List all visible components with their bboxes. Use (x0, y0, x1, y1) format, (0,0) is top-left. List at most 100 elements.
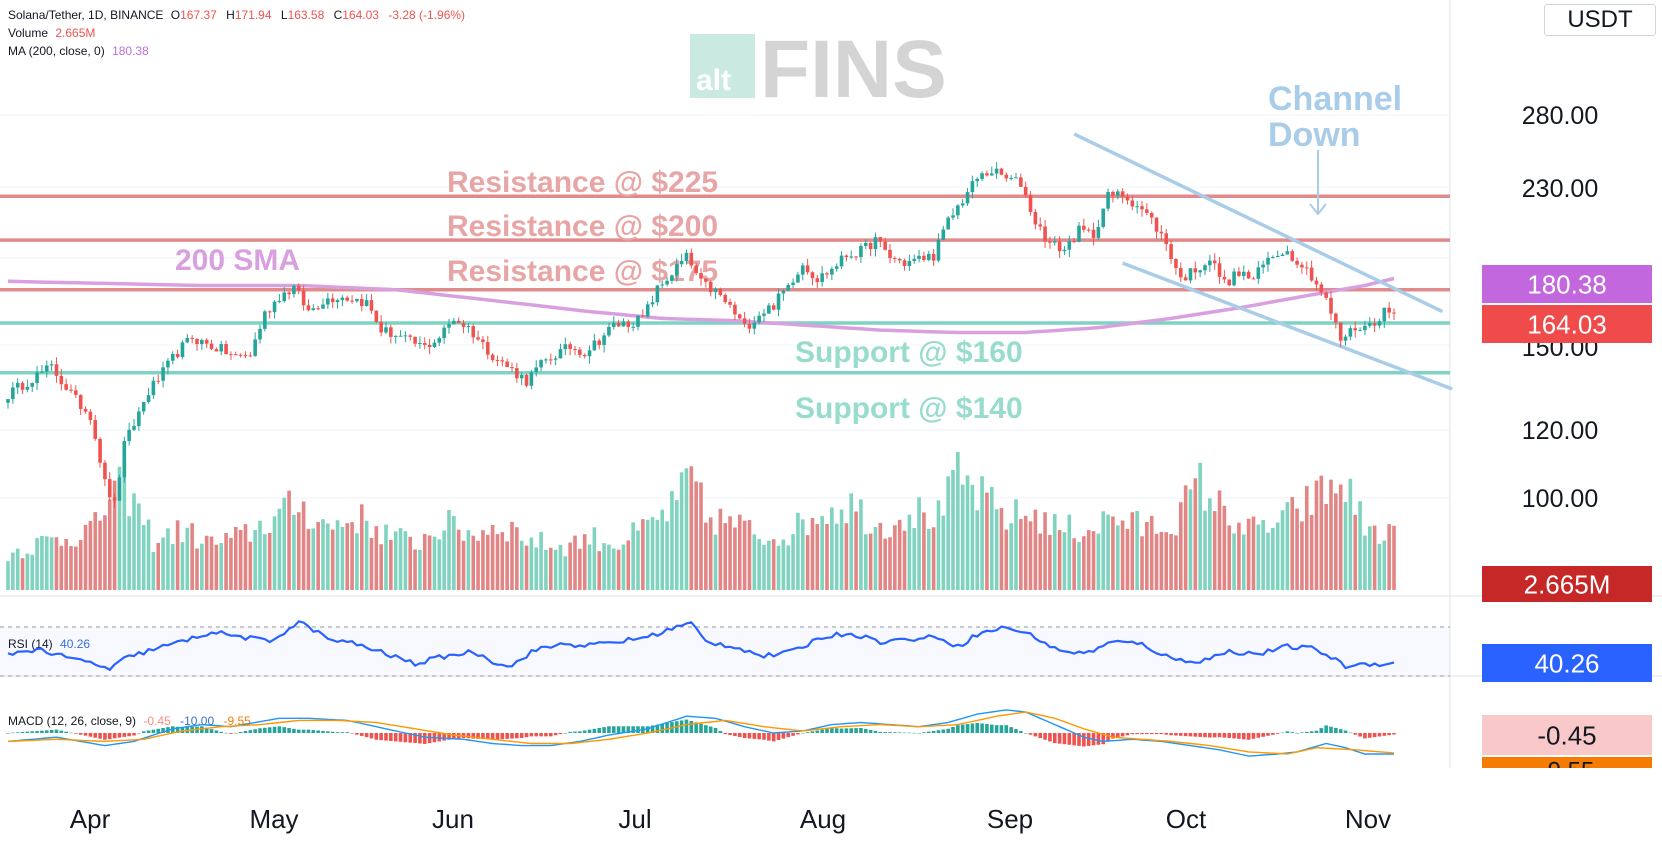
volume-bar (689, 466, 694, 590)
rsi-last-badge (1482, 644, 1652, 682)
volume-bar (398, 528, 403, 590)
candle-body (689, 252, 694, 266)
volume-bar (621, 544, 626, 590)
macd-histogram-bar (345, 732, 350, 733)
candle-body (810, 272, 815, 279)
candle-body (800, 265, 805, 275)
volume-bar (718, 508, 723, 590)
macd-histogram-bar (573, 731, 577, 733)
volume-bar (989, 486, 994, 590)
macd-histogram-bar (117, 733, 122, 738)
volume-bar (340, 526, 345, 590)
macd-histogram-bar (1319, 728, 1324, 733)
candle-body (1072, 241, 1076, 243)
candle-body (1367, 323, 1372, 326)
volume-bar (883, 538, 887, 590)
watermark-big-text: FINS (760, 24, 947, 115)
ma-value: 180.38 (112, 44, 149, 58)
candle-body (500, 360, 505, 362)
candle-body (340, 297, 345, 301)
candle-body (292, 285, 296, 295)
candle-body (64, 384, 68, 390)
ma-label: MA (200, close, 0) (8, 44, 105, 58)
sma-200 (7, 276, 1395, 335)
volume-bar (282, 497, 287, 590)
volume-bar (64, 538, 68, 590)
macd-histogram-bar (1280, 732, 1285, 734)
time-label: Apr (70, 804, 111, 834)
volume-bar (185, 527, 190, 590)
volume-value: 2.665M (55, 26, 96, 40)
candle-body (437, 338, 442, 343)
candle-body (607, 326, 611, 336)
macd-histogram-bar (466, 733, 471, 739)
candle-body (359, 298, 364, 306)
macd-histogram-bar (578, 731, 582, 733)
volume-bar (694, 481, 698, 590)
candle-body (951, 215, 955, 218)
currency-unit-button[interactable]: USDT (1544, 4, 1656, 36)
candle-body (960, 203, 965, 206)
macd-histogram-bar (306, 729, 311, 733)
volume-bar (326, 523, 330, 590)
volume-bar (214, 544, 219, 590)
candle-body (389, 327, 393, 337)
candles (6, 162, 1396, 508)
volume-bar (752, 534, 757, 590)
macd-histogram-bar (1023, 733, 1028, 734)
candle-body (1382, 307, 1387, 322)
macd-histogram-bar (1183, 733, 1188, 737)
macd-histogram-bar (471, 733, 476, 739)
volume-bar (1348, 478, 1353, 590)
macd-histogram-bar (374, 733, 379, 740)
candle-body (1353, 328, 1358, 331)
macd-histogram-bar (868, 729, 873, 733)
volume-bar (1154, 533, 1159, 590)
levels: Resistance @ $225 Resistance @ $200 Resist… (0, 166, 1450, 425)
macd-histogram-bar (956, 725, 960, 733)
candle-body (975, 178, 980, 182)
price-tick-label: 120.00 (1522, 417, 1598, 445)
candle-body (1033, 211, 1038, 225)
volume-bar (476, 540, 480, 590)
volume-bar (1266, 532, 1270, 590)
volume-bar (40, 536, 44, 590)
volume-bar (960, 484, 965, 590)
macd-histogram-bar (253, 729, 257, 733)
macd-histogram-bar (737, 733, 742, 738)
volume-bar (311, 528, 316, 590)
candle-body (1154, 217, 1159, 232)
candle-body (141, 402, 146, 412)
volume-bar (946, 476, 950, 590)
volume-bar (1295, 508, 1299, 590)
candle-body (74, 390, 78, 395)
macd-histogram-bar (1140, 733, 1144, 735)
volume-bar (757, 538, 761, 590)
volume-bar (956, 452, 960, 590)
macd-histogram-bar (1377, 733, 1382, 737)
macd-histogram-bar (917, 733, 921, 734)
channel-annotation-label: Channel (1268, 80, 1402, 118)
volume-bar (641, 519, 645, 590)
macd-histogram-bar (83, 733, 88, 736)
volume-bar (713, 534, 718, 590)
macd-histogram-bar (224, 732, 228, 734)
candle-body (316, 308, 320, 310)
candle-body (243, 355, 248, 357)
candle-body (481, 339, 485, 343)
candle-body (679, 260, 684, 265)
volume-bar (59, 545, 64, 590)
macd-histogram-bar (820, 729, 824, 733)
macd-histogram-bar (1271, 733, 1275, 735)
header-row-1: Solana/Tether, 1D, BINANCE O167.37 H171.… (8, 8, 465, 22)
macd-histogram-bar (321, 730, 325, 733)
volume-bar (936, 500, 941, 590)
volume-bar (781, 539, 786, 590)
volume-bar (408, 536, 413, 590)
candle-body (529, 372, 534, 386)
macd-histogram-bar (11, 732, 15, 734)
open-value: 167.37 (180, 8, 217, 22)
macd-histogram-bar (413, 733, 417, 744)
volume-bar (161, 537, 165, 590)
